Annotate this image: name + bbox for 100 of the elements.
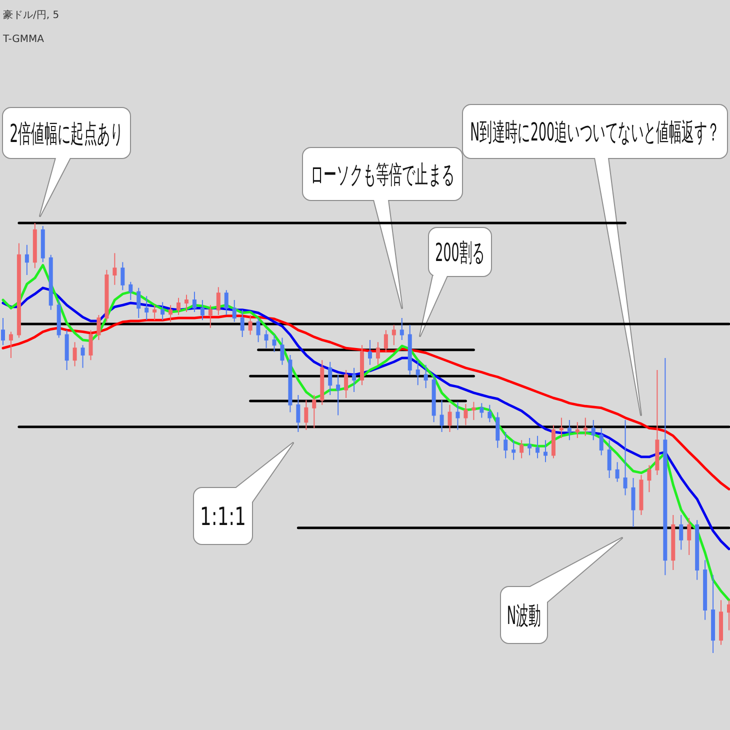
candlestick <box>424 364 428 389</box>
candlestick <box>703 560 708 620</box>
candlestick <box>240 309 244 338</box>
annotation: N波動 <box>506 601 542 630</box>
candlestick <box>16 242 21 338</box>
candlestick <box>551 424 556 459</box>
candlestick <box>192 291 196 313</box>
candlestick <box>456 401 460 430</box>
candlestick <box>184 294 188 313</box>
text: N到達時に200追いついてないと値幅返す？ <box>470 118 720 147</box>
candlestick <box>440 400 444 432</box>
candlestick <box>520 440 524 459</box>
candlestick <box>591 419 596 441</box>
text: 2倍値幅に起点あり <box>10 118 124 148</box>
candlestick <box>615 462 620 482</box>
candlestick <box>152 304 157 321</box>
candlestick <box>607 440 612 478</box>
candlestick <box>639 474 644 516</box>
candlestick <box>264 330 268 349</box>
candlestick <box>575 422 580 438</box>
candlestick <box>472 401 476 420</box>
candlestick <box>488 404 492 423</box>
candlestick <box>328 361 332 396</box>
candlestick <box>312 394 316 429</box>
candlestick <box>144 296 149 321</box>
candlestick <box>719 600 724 646</box>
candlestick <box>392 324 396 346</box>
candlestick <box>695 520 700 580</box>
candlestick <box>663 358 668 576</box>
candlestick <box>623 419 628 496</box>
candlestick <box>280 337 284 366</box>
candlestick <box>352 367 356 392</box>
candlestick <box>384 330 388 352</box>
candlestick <box>288 354 292 413</box>
candlestick <box>679 514 684 550</box>
candlestick <box>208 304 212 328</box>
candlestick <box>448 404 452 432</box>
candlestick <box>120 262 125 291</box>
candlestick <box>8 331 13 359</box>
candlestick <box>80 344 85 368</box>
candlestick <box>320 360 324 406</box>
candlestick <box>88 330 93 361</box>
candlestick <box>176 297 181 316</box>
candlestick <box>599 428 604 456</box>
annotation: 200割る <box>435 238 485 268</box>
candlestick <box>160 302 165 321</box>
candlestick <box>224 290 228 316</box>
candlestick <box>48 254 53 310</box>
candlestick <box>727 600 730 631</box>
chart-title: 豪ドル/円, 5 <box>3 9 60 21</box>
candlestick <box>416 360 420 386</box>
candlestick <box>272 334 276 352</box>
candlestick <box>248 314 252 336</box>
candlestick <box>216 286 220 316</box>
candlestick <box>136 287 141 319</box>
candlestick <box>512 440 516 460</box>
candlestick <box>72 342 77 367</box>
candlestick <box>687 517 692 556</box>
candlestick <box>528 438 532 456</box>
candlestick <box>504 431 508 459</box>
candlestick <box>128 281 133 300</box>
candlestick <box>671 514 676 571</box>
candlestick <box>200 299 204 321</box>
candlestick <box>559 417 564 438</box>
candlestick <box>96 314 101 340</box>
candlestick <box>711 574 716 654</box>
candlestick <box>544 440 548 463</box>
candlestick <box>296 394 300 432</box>
candlestick <box>631 477 636 528</box>
candlestick <box>360 344 364 386</box>
candlestick <box>32 222 37 269</box>
annotation: 1:1:1 <box>200 503 246 532</box>
candlestick <box>400 318 404 340</box>
candlestick <box>647 464 652 493</box>
candlestick <box>480 402 484 418</box>
candlestick <box>344 370 348 399</box>
candlestick <box>336 374 340 416</box>
candlestick <box>583 417 588 436</box>
candlestick <box>464 404 468 426</box>
text: ローソクも等倍で止まる <box>310 160 454 190</box>
candlestick <box>232 299 236 322</box>
candlestick <box>104 269 109 322</box>
candlestick <box>376 342 380 366</box>
candlestick <box>536 435 540 459</box>
candlestick <box>432 374 436 423</box>
candlestick <box>496 412 500 448</box>
candlestick <box>655 370 660 476</box>
candlestick <box>1 318 5 346</box>
candlestick <box>56 299 61 338</box>
candlestick <box>168 304 173 322</box>
candlestick <box>368 339 372 366</box>
candlestick <box>64 330 69 371</box>
candlestick <box>24 244 29 276</box>
candlestick <box>256 318 260 343</box>
candlestick <box>304 400 308 430</box>
candlestick <box>40 226 45 263</box>
candlestick <box>408 324 412 376</box>
candlestick <box>112 252 117 286</box>
candlestick <box>567 419 572 441</box>
chart-subtitle: T-GMMA <box>2 34 44 45</box>
